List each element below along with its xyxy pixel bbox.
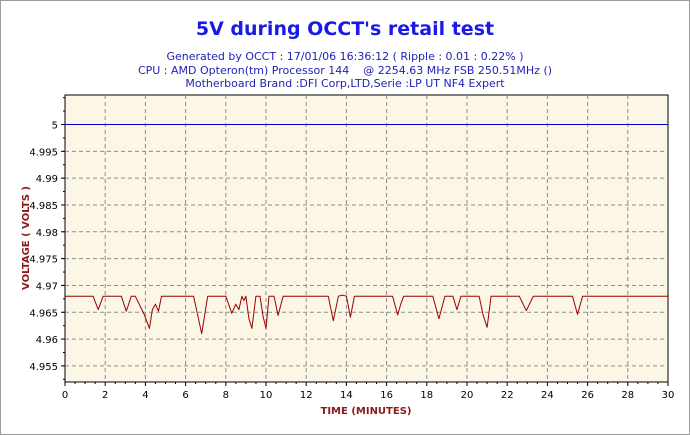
x-tick-label: 14 bbox=[340, 390, 353, 401]
x-tick-label: 28 bbox=[621, 390, 634, 401]
x-axis-label: TIME (MINUTES) bbox=[321, 406, 412, 417]
series-line-2 bbox=[65, 294, 668, 335]
x-tick-label: 24 bbox=[541, 390, 554, 401]
y-tick-label: 4.985 bbox=[29, 201, 58, 212]
y-tick-label: 4.96 bbox=[36, 335, 58, 346]
x-tick-label: 18 bbox=[420, 390, 433, 401]
y-tick-label: 4.955 bbox=[29, 362, 58, 373]
axis-ticks: 0 2 4 6 8 10 12 14 16 18 20 22 24 26 28 304.9554.964.96… bbox=[29, 97, 675, 401]
x-tick-label: 26 bbox=[581, 390, 594, 401]
y-axis-label: VOLTAGE ( VOLTS ) bbox=[21, 186, 32, 290]
y-tick-label: 4.97 bbox=[36, 281, 58, 292]
x-tick-label: 0 bbox=[62, 390, 68, 401]
y-tick-label: 4.995 bbox=[29, 147, 58, 158]
y-tick-label: 5 bbox=[52, 121, 58, 132]
y-tick-label: 4.99 bbox=[36, 174, 58, 185]
x-tick-label: 6 bbox=[182, 390, 188, 401]
x-tick-label: 20 bbox=[461, 390, 474, 401]
y-tick-label: 4.965 bbox=[29, 308, 58, 319]
plot-area bbox=[64, 94, 669, 383]
x-tick-label: 22 bbox=[501, 390, 514, 401]
x-tick-label: 2 bbox=[102, 390, 108, 401]
y-tick-label: 4.98 bbox=[36, 228, 58, 239]
x-tick-label: 16 bbox=[380, 390, 393, 401]
x-tick-label: 8 bbox=[223, 390, 229, 401]
chart-subtitle-cpu: CPU : AMD Opteron(tm) Processor 144 @ 22… bbox=[137, 64, 553, 77]
x-tick-label: 30 bbox=[662, 390, 675, 401]
chart-subtitle-generated: Generated by OCCT : 17/01/06 16:36:12 ( … bbox=[166, 50, 524, 63]
chart-title: 5V during OCCT's retail test bbox=[195, 18, 495, 40]
x-tick-label: 4 bbox=[142, 390, 148, 401]
x-tick-label: 10 bbox=[260, 390, 273, 401]
x-tick-label: 12 bbox=[300, 390, 313, 401]
chart-subtitle-motherboard: Motherboard Brand :DFI Corp,LTD,Serie :L… bbox=[185, 77, 505, 90]
y-tick-label: 4.975 bbox=[29, 255, 58, 266]
series-layer bbox=[65, 124, 668, 335]
